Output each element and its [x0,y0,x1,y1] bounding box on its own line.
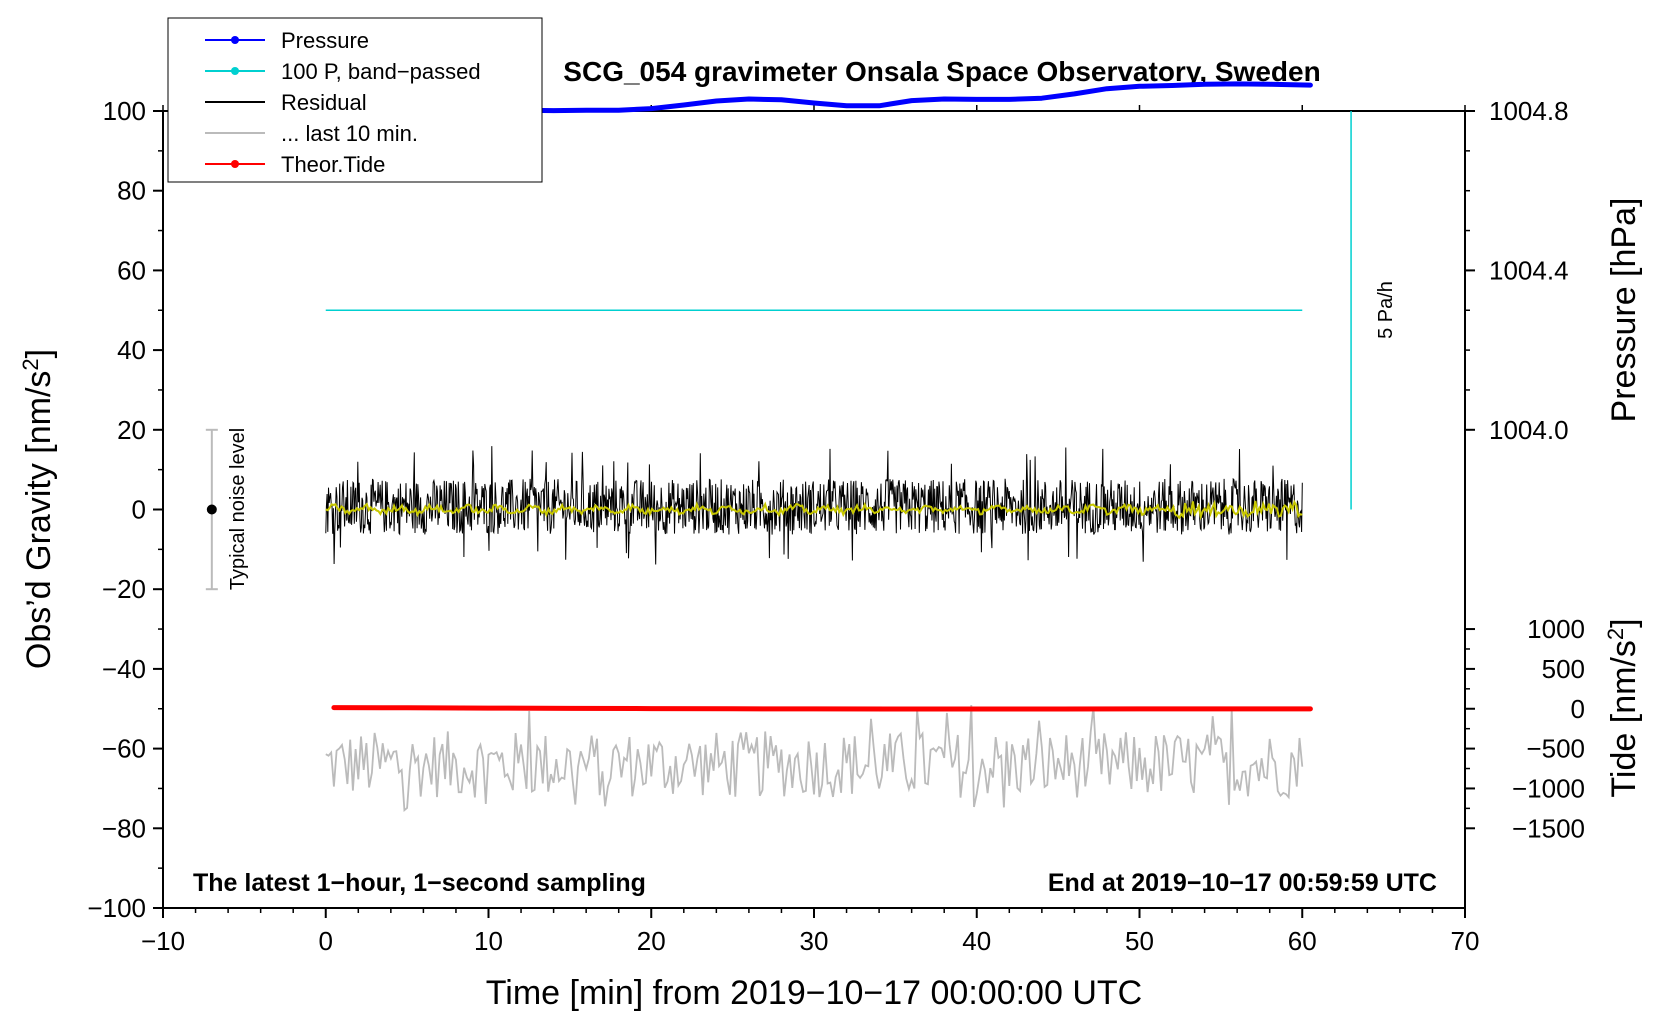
y-tick-label: −20 [102,574,146,604]
tide-tick-label: −500 [1526,734,1585,764]
x-tick-label: 40 [962,926,991,956]
y-tick-label: −100 [87,893,146,923]
y-tick-label: 20 [117,415,146,445]
legend-label: Theor.Tide [281,152,385,177]
y-tick-label: 40 [117,335,146,365]
x-tick-label: 70 [1451,926,1480,956]
residual-smoothed-line [325,499,1303,521]
y-axis-title-pressure: Pressure [hPa] [1605,198,1643,423]
tide-tick-label: −1000 [1512,773,1585,803]
x-tick-label: 60 [1288,926,1317,956]
legend-label: Residual [281,90,367,115]
tide-tick-label: 1000 [1527,614,1585,644]
tide-tick-label: 0 [1571,694,1585,724]
noise-level-label: Typical noise level [227,428,249,590]
legend: Pressure 100 P, band−passed Residual ... la… [205,28,481,177]
legend-label: 100 P, band−passed [281,59,481,84]
legend-marker [231,160,239,168]
pressure-tick-label: 1004.0 [1489,415,1569,445]
y-tick-label: 80 [117,176,146,206]
series-layer [325,81,1313,813]
legend-box [167,17,543,183]
x-tick-label: 10 [474,926,503,956]
y-axis-left: −100 −80 −60 −40 −20 0 20 40 60 80 100 [87,96,163,923]
noise-bar-center-dot [206,504,217,515]
x-tick-label: 20 [637,926,666,956]
y-axis-title-tide: Tide [nm/s2] [1603,618,1644,797]
sampling-note: The latest 1−hour, 1−second sampling [193,869,646,897]
pressure-tick-label: 1004.4 [1489,255,1569,285]
y-tick-label: −40 [102,654,146,684]
noise-level-bar [205,428,218,591]
x-tick-label: 30 [800,926,829,956]
y-tick-label: −60 [102,734,146,764]
y-axis-tide: −1500 −1000 −500 0 500 1000 [1465,614,1585,843]
residual-line [325,446,1303,565]
tide-tick-label: 500 [1542,654,1585,684]
chart-title: SCG_054 gravimeter Onsala Space Observat… [563,56,1320,87]
legend-marker [231,36,239,44]
y-axis-title-left: Obs’d Gravity [nm/s2] [18,349,59,669]
legend-label: Pressure [281,28,369,53]
pressure-tick-label: 1004.8 [1489,96,1569,126]
y-tick-label: 60 [117,255,146,285]
theoretical-tide-line [331,705,1313,712]
legend-label: ... last 10 min. [281,121,418,146]
y-tick-label: 100 [103,96,146,126]
tide-tick-label: −1500 [1512,813,1585,843]
x-tick-label: 0 [319,926,333,956]
x-axis: −10 0 10 20 30 40 50 60 70 [141,105,1480,956]
last-10-min-line [325,705,1304,813]
y-tick-label: 0 [132,495,146,525]
x-axis-title: Time [min] from 2019−10−17 00:00:00 UTC [486,974,1142,1012]
x-tick-label: −10 [141,926,185,956]
x-tick-label: 50 [1125,926,1154,956]
end-time-note: End at 2019−10−17 00:59:59 UTC [1048,869,1437,897]
pa-rate-label: 5 Pa/h [1375,281,1397,339]
y-tick-label: −80 [102,813,146,843]
legend-marker [231,67,239,75]
